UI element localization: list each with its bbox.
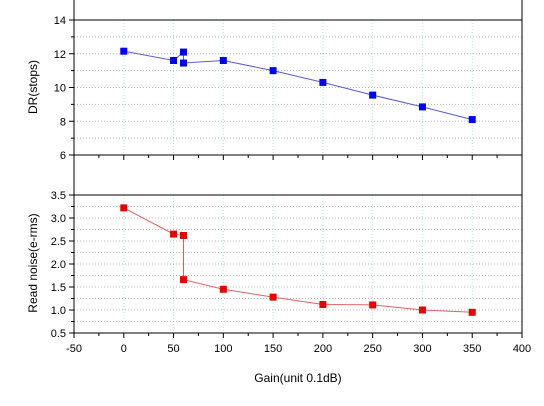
read-noise-data-point [120, 204, 128, 212]
x-tick-label: 150 [264, 343, 282, 355]
dr-y-tick-label: 12 [54, 49, 66, 61]
frame-layer [69, 0, 523, 338]
read-noise-y-tick-label: 0.5 [51, 328, 66, 340]
dr-data-point [468, 116, 476, 124]
x-tick-label: 300 [413, 343, 431, 355]
x-axis-title: Gain(unit 0.1dB) [254, 371, 341, 385]
read-noise-data-point [219, 285, 227, 293]
read-noise-y-tick-label: 2.0 [51, 259, 66, 271]
read-noise-y-tick-label: 2.5 [51, 236, 66, 248]
x-tick-label: 0 [121, 343, 127, 355]
dr-data-point [120, 47, 128, 55]
dr-data-point [180, 48, 188, 56]
read-noise-data-point [319, 300, 327, 308]
dr-data-point [369, 91, 377, 99]
dr-data-point [180, 59, 188, 67]
dr-frame [73, 19, 523, 156]
read-noise-data-point [468, 308, 476, 316]
read-noise-data-point [180, 276, 188, 284]
x-tick-label: 350 [463, 343, 481, 355]
read-noise-y-tick-label: 3.5 [51, 190, 66, 202]
read-noise-frame [73, 194, 523, 334]
x-tick-label: 250 [363, 343, 381, 355]
dr-y-tick-label: 10 [54, 83, 66, 95]
label-layer: 6 8 10 12 14 0.5 1.0 1.5 2.0 2.5 3.0 3.5 -50 0 50 100 15… [51, 15, 531, 355]
read-noise-data-point [269, 293, 277, 301]
dr-data-point [418, 103, 426, 111]
x-tick-label: 400 [513, 343, 531, 355]
dr-data-point [269, 67, 277, 75]
read-noise-y-tick-label: 1.0 [51, 305, 66, 317]
read-noise-data-point [180, 231, 188, 239]
read-noise-data-point [369, 301, 377, 309]
read-noise-y-tick-label: 1.5 [51, 282, 66, 294]
read-noise-y-axis-title: Read noise(e-rms) [26, 213, 40, 312]
read-noise-y-tick-label: 3.0 [51, 213, 66, 225]
dr-series-line [123, 50, 473, 121]
dr-y-tick-label: 14 [54, 15, 66, 27]
x-tick-label: 100 [214, 343, 232, 355]
read-noise-data-point [418, 306, 426, 314]
dr-y-tick-label: 6 [60, 150, 66, 162]
x-tick-label: -50 [66, 343, 82, 355]
grid-layer [74, 20, 522, 333]
dr-data-point [319, 78, 327, 86]
dr-data-point [219, 57, 227, 64]
read-noise-series-line [123, 207, 473, 313]
dr-data-point [170, 57, 178, 64]
series-layer [120, 47, 476, 316]
x-tick-label: 50 [167, 343, 179, 355]
dr-y-axis-title: DR(stops) [26, 60, 40, 114]
read-noise-data-point [170, 230, 178, 238]
x-tick-label: 200 [314, 343, 332, 355]
dr-y-tick-label: 8 [60, 116, 66, 128]
